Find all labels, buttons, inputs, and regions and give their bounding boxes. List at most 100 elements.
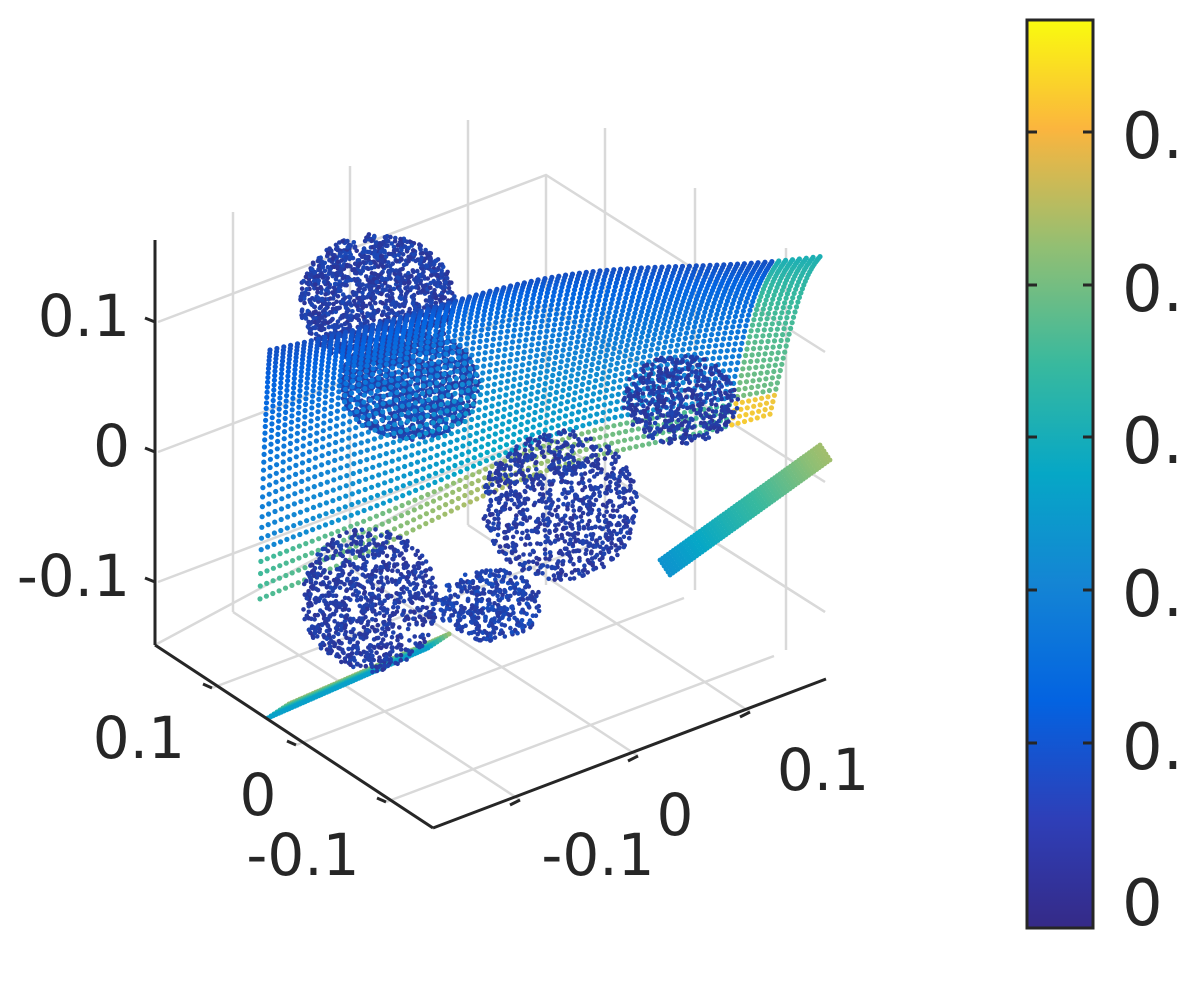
scatter-point xyxy=(427,381,433,387)
scatter-point xyxy=(508,307,514,314)
scatter-point xyxy=(331,366,337,372)
scatter-point xyxy=(443,424,449,430)
scatter-point xyxy=(429,268,435,274)
scatter-point xyxy=(579,348,585,354)
scatter-point xyxy=(616,349,623,355)
scatter-point xyxy=(513,316,519,322)
scatter-point xyxy=(430,348,436,354)
scatter-point xyxy=(385,347,391,353)
scatter-point xyxy=(656,340,662,346)
scatter-point xyxy=(392,413,398,419)
scatter-point xyxy=(278,371,285,377)
scatter-point xyxy=(290,395,296,401)
scatter-point xyxy=(483,466,489,472)
scatter-point xyxy=(380,500,386,506)
scatter-point xyxy=(391,526,398,532)
scatter-point xyxy=(265,522,271,528)
scatter-point xyxy=(353,416,359,422)
scatter-point xyxy=(379,521,385,527)
scatter-point xyxy=(386,508,392,514)
scatter-point xyxy=(417,423,423,429)
scatter-point xyxy=(338,368,344,374)
scatter-point xyxy=(412,400,419,406)
scatter-point xyxy=(273,488,279,495)
scatter-point xyxy=(286,474,292,480)
scatter-point xyxy=(387,399,393,405)
scatter-point xyxy=(549,297,556,304)
scatter-point xyxy=(265,533,271,539)
scatter-point xyxy=(561,381,567,387)
scatter-point xyxy=(652,439,658,446)
scatter-point xyxy=(319,453,325,459)
scatter-point xyxy=(423,247,428,253)
scatter-point xyxy=(298,498,304,505)
scatter-point xyxy=(272,498,278,504)
scatter-point xyxy=(400,266,405,272)
scatter-point xyxy=(410,268,416,273)
scatter-point xyxy=(584,322,590,328)
scatter-point xyxy=(593,419,599,425)
scatter-point xyxy=(283,404,289,410)
scatter-point xyxy=(412,408,418,414)
scatter-point xyxy=(410,353,416,359)
scatter-point xyxy=(583,327,589,333)
scatter-point xyxy=(258,558,264,565)
scatter-point xyxy=(620,365,626,371)
scatter-point xyxy=(577,359,583,365)
scatter-point xyxy=(322,522,329,528)
scatter-point xyxy=(689,334,695,340)
scatter-point xyxy=(302,300,307,306)
scatter-point xyxy=(569,300,575,306)
scatter-point xyxy=(555,423,561,429)
scatter-point xyxy=(415,370,421,376)
scatter-point xyxy=(587,341,593,347)
scatter-point xyxy=(367,516,373,522)
scatter-point xyxy=(477,338,483,344)
scatter-point xyxy=(409,365,415,371)
scatter-point xyxy=(429,428,436,434)
scatter-point xyxy=(673,323,679,329)
scatter-point xyxy=(450,350,456,356)
scatter-point xyxy=(287,448,293,454)
scatter-point xyxy=(338,465,344,471)
scatter-point xyxy=(266,501,272,507)
scatter-point xyxy=(271,382,277,388)
scatter-point xyxy=(388,234,393,240)
scatter-point xyxy=(479,322,485,328)
scatter-point xyxy=(439,386,446,392)
scatter-point xyxy=(293,471,299,477)
scatter-point xyxy=(318,471,324,477)
scatter-point xyxy=(500,421,506,427)
scatter-point xyxy=(493,423,499,429)
scatter-point xyxy=(583,363,589,369)
scatter-point xyxy=(531,324,538,330)
scatter-point xyxy=(394,475,401,481)
scatter-point xyxy=(297,531,303,538)
scatter-point xyxy=(323,511,329,517)
scatter-point xyxy=(342,515,348,521)
scatter-point xyxy=(694,315,700,321)
scatter-point xyxy=(283,398,289,404)
scatter-point xyxy=(299,286,305,292)
scatter-point xyxy=(442,433,448,439)
scatter-point xyxy=(405,410,411,416)
scatter-point xyxy=(541,308,547,314)
scatter-point xyxy=(680,347,686,353)
scatter-point xyxy=(260,485,266,491)
scatter-point xyxy=(467,432,473,439)
scatter-point xyxy=(505,371,511,377)
scatter-point xyxy=(557,408,563,414)
scatter-point xyxy=(420,390,426,396)
scatter-point xyxy=(564,292,570,298)
scatter-point xyxy=(396,252,402,258)
scatter-point xyxy=(387,488,393,494)
scatter-point xyxy=(445,474,451,480)
scatter-point xyxy=(579,431,585,437)
scatter-point xyxy=(442,357,448,364)
scatter-point xyxy=(449,499,455,505)
scatter-point xyxy=(427,297,433,303)
scatter-point xyxy=(568,340,574,346)
scatter-point xyxy=(605,342,612,348)
scatter-point xyxy=(381,386,387,392)
scatter-point xyxy=(313,282,318,287)
